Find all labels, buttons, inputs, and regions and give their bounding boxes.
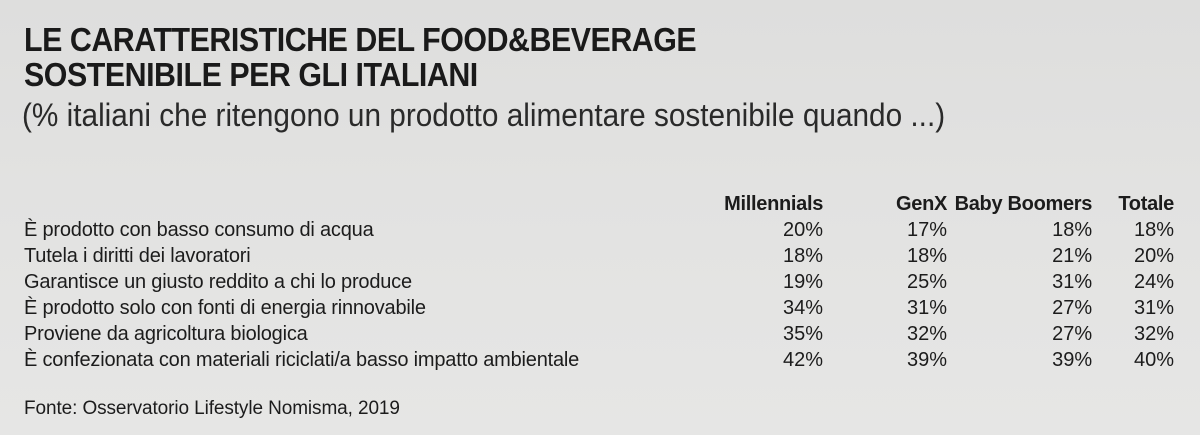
table-body: È prodotto con basso consumo di acqua 20… <box>24 216 1174 372</box>
cell-genx: 18% <box>907 245 948 267</box>
table-row: È prodotto con basso consumo di acqua 20… <box>24 216 1174 242</box>
table-header-row: Millennials GenX Baby Boomers Totale <box>24 190 1174 216</box>
table-row: Garantisce un giusto reddito a chi lo pr… <box>24 268 1174 294</box>
column-header-totale: Totale <box>1118 193 1174 215</box>
chart-title-line-1: LE CARATTERISTICHE DEL FOOD&BEVERAGE <box>24 21 697 58</box>
row-label-header <box>24 190 724 216</box>
cell-baby-boomers: 31% <box>1052 271 1093 293</box>
table-row: Proviene da agricoltura biologica 35% 32… <box>24 320 1174 346</box>
cell-millennials: 42% <box>783 349 824 371</box>
cell-totale: 24% <box>1133 271 1174 293</box>
cell-millennials: 18% <box>783 245 824 267</box>
row-label: È prodotto con basso consumo di acqua <box>24 219 374 241</box>
cell-totale: 20% <box>1133 245 1174 267</box>
row-label: È confezionata con materiali riciclati/a… <box>24 349 580 371</box>
cell-millennials: 34% <box>783 297 824 319</box>
row-label: Tutela i diritti dei lavoratori <box>24 245 251 267</box>
row-label: Proviene da agricoltura biologica <box>24 323 308 345</box>
cell-baby-boomers: 27% <box>1052 323 1093 345</box>
chart-subtitle: (% italiani che ritengono un prodotto al… <box>22 97 946 133</box>
cell-millennials: 19% <box>783 271 824 293</box>
cell-genx: 17% <box>907 219 948 241</box>
column-header-baby-boomers: Baby Boomers <box>954 193 1093 215</box>
data-table-container: Millennials GenX Baby Boomers Totale È p… <box>24 190 1174 372</box>
cell-baby-boomers: 39% <box>1052 349 1093 371</box>
cell-genx: 31% <box>907 297 948 319</box>
chart-title: LE CARATTERISTICHE DEL FOOD&BEVERAGE SOS… <box>24 21 697 93</box>
cell-totale: 18% <box>1133 219 1174 241</box>
cell-totale: 32% <box>1133 323 1174 345</box>
cell-genx: 39% <box>907 349 948 371</box>
cell-baby-boomers: 18% <box>1052 219 1093 241</box>
row-label: È prodotto solo con fonti di energia rin… <box>24 297 426 319</box>
cell-baby-boomers: 21% <box>1052 245 1093 267</box>
table-row: È prodotto solo con fonti di energia rin… <box>24 294 1174 320</box>
column-header-millennials: Millennials <box>724 193 824 215</box>
data-table: Millennials GenX Baby Boomers Totale È p… <box>24 190 1174 372</box>
cell-totale: 40% <box>1133 349 1174 371</box>
table-row: Tutela i diritti dei lavoratori 18% 18% … <box>24 242 1174 268</box>
cell-millennials: 35% <box>783 323 824 345</box>
cell-millennials: 20% <box>783 219 824 241</box>
column-header-genx: GenX <box>896 193 948 215</box>
cell-baby-boomers: 27% <box>1052 297 1093 319</box>
cell-genx: 32% <box>907 323 948 345</box>
chart-title-line-2: SOSTENIBILE PER GLI ITALIANI <box>24 56 478 93</box>
source-note: Fonte: Osservatorio Lifestyle Nomisma, 2… <box>24 398 400 419</box>
table-row: È confezionata con materiali riciclati/a… <box>24 346 1174 372</box>
cell-genx: 25% <box>907 271 948 293</box>
cell-totale: 31% <box>1133 297 1174 319</box>
row-label: Garantisce un giusto reddito a chi lo pr… <box>24 271 412 293</box>
